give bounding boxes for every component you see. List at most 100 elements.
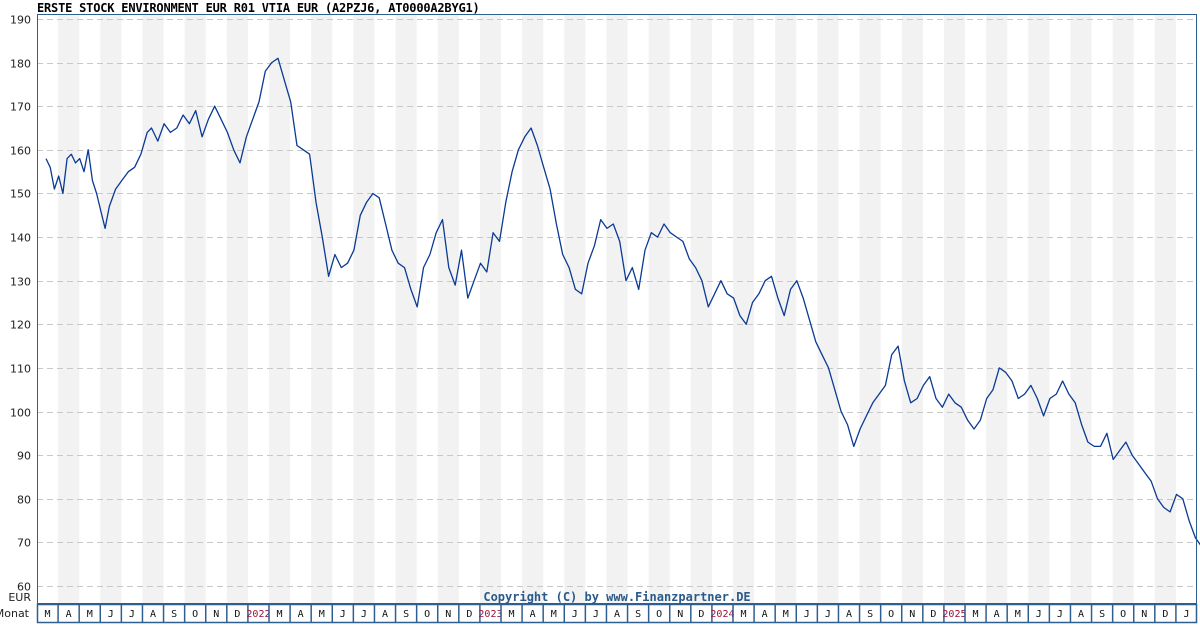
y-axis-labels: 60 70 80 90 100 110 120 130 140 150 160 170 180 190 xyxy=(10,14,31,594)
y-tick-label: 110 xyxy=(10,363,31,376)
month-bands xyxy=(58,14,1176,604)
month-band xyxy=(353,14,375,604)
x-tick-month: D xyxy=(234,609,240,620)
month-band xyxy=(606,14,628,604)
x-tick-month: J xyxy=(340,609,346,620)
x-tick-month: M xyxy=(783,609,789,620)
month-band xyxy=(311,14,333,604)
x-axis-month-bar: M A M J J A S O N D 2022 M A M J J A S O N D 2023 M A M J J A S O N D 20… xyxy=(36,603,1198,624)
x-tick-month: J xyxy=(1036,609,1042,620)
month-band xyxy=(564,14,586,604)
x-tick-month: M xyxy=(1015,609,1021,620)
y-tick-label: 160 xyxy=(10,145,31,158)
month-band xyxy=(1154,14,1176,604)
x-tick-month: A xyxy=(614,609,620,620)
y-axis-unit: EUR xyxy=(8,591,31,604)
x-tick-month: S xyxy=(171,609,177,620)
gridlines xyxy=(37,19,1197,587)
x-tick-month: D xyxy=(1162,609,1168,620)
y-tick-label: 150 xyxy=(10,188,31,201)
y-tick-label: 70 xyxy=(17,537,31,550)
x-tick-month: A xyxy=(1078,609,1084,620)
x-tick-month: A xyxy=(298,609,304,620)
x-tick-month: N xyxy=(213,609,219,620)
x-tick-year: 2022 xyxy=(246,609,270,620)
month-band xyxy=(1028,14,1050,604)
y-tick-label: 120 xyxy=(10,319,31,332)
month-band xyxy=(58,14,80,604)
month-band xyxy=(100,14,122,604)
x-tick-month: J xyxy=(108,609,114,620)
month-band xyxy=(901,14,923,604)
x-tick-month: A xyxy=(846,609,852,620)
plot-frame xyxy=(37,14,1197,604)
x-tick-month: O xyxy=(424,609,430,620)
y-tick-label: 190 xyxy=(10,14,31,27)
y-tick-label: 80 xyxy=(17,494,31,507)
x-tick-month: J xyxy=(361,609,367,620)
x-tick-year: 2024 xyxy=(710,609,734,620)
copyright-notice: Copyright (C) by www.Finanzpartner.DE xyxy=(483,590,750,604)
x-tick-month: A xyxy=(994,609,1000,620)
month-band xyxy=(1112,14,1134,604)
x-tick-year: 2023 xyxy=(478,609,502,620)
x-tick-year: 2025 xyxy=(942,609,966,620)
x-tick-month: J xyxy=(129,609,135,620)
y-tick-label: 90 xyxy=(17,450,31,463)
month-band xyxy=(817,14,839,604)
x-tick-month: M xyxy=(87,609,93,620)
x-tick-month: D xyxy=(698,609,704,620)
x-tick-month: A xyxy=(66,609,72,620)
x-tick-month: N xyxy=(909,609,915,620)
month-band xyxy=(859,14,881,604)
x-tick-month: M xyxy=(741,609,747,620)
month-band xyxy=(269,14,291,604)
chart-title: ERSTE STOCK ENVIRONMENT EUR R01 VTIA EUR… xyxy=(37,1,480,15)
x-tick-month: J xyxy=(804,609,810,620)
y-tick-label: 100 xyxy=(10,407,31,420)
x-tick-month: N xyxy=(1141,609,1147,620)
x-tick-month: D xyxy=(930,609,936,620)
month-band xyxy=(733,14,755,604)
month-band xyxy=(437,14,459,604)
x-tick-month: J xyxy=(825,609,831,620)
month-band xyxy=(943,14,965,604)
y-tick-label: 180 xyxy=(10,58,31,71)
month-band xyxy=(184,14,206,604)
x-tick-month: M xyxy=(319,609,325,620)
x-tick-month: J xyxy=(1183,609,1189,620)
x-tick-month: O xyxy=(656,609,662,620)
x-tick-month: A xyxy=(762,609,768,620)
month-band xyxy=(395,14,417,604)
y-tick-label: 130 xyxy=(10,276,31,289)
x-tick-month: S xyxy=(635,609,641,620)
x-tick-month: N xyxy=(445,609,451,620)
x-tick-month: A xyxy=(382,609,388,620)
price-line xyxy=(45,57,1200,546)
month-band xyxy=(226,14,248,604)
x-tick-month: D xyxy=(466,609,472,620)
month-band xyxy=(648,14,670,604)
x-tick-month: A xyxy=(530,609,536,620)
x-tick-month: N xyxy=(677,609,683,620)
x-tick-month: M xyxy=(973,609,979,620)
x-tick-month: J xyxy=(1057,609,1063,620)
x-tick-month: S xyxy=(867,609,873,620)
x-tick-month: M xyxy=(45,609,51,620)
x-tick-month: O xyxy=(888,609,894,620)
month-band xyxy=(690,14,712,604)
y-tick-label: 140 xyxy=(10,232,31,245)
x-axis-caption: Monat xyxy=(0,607,30,620)
x-tick-month: M xyxy=(277,609,283,620)
x-tick-month: J xyxy=(572,609,578,620)
month-band xyxy=(986,14,1008,604)
month-band xyxy=(522,14,544,604)
y-tick-label: 60 xyxy=(17,581,31,594)
x-tick-month: A xyxy=(150,609,156,620)
x-tick-month: S xyxy=(1099,609,1105,620)
x-tick-month: M xyxy=(551,609,557,620)
month-band xyxy=(479,14,501,604)
x-tick-month: O xyxy=(192,609,198,620)
x-tick-month: M xyxy=(509,609,515,620)
